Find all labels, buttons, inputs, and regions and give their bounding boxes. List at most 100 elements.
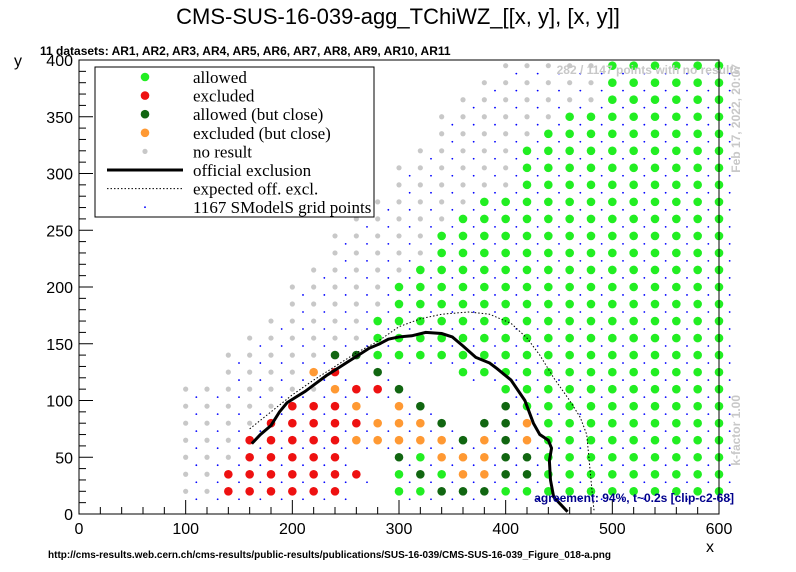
smodels-grid-point xyxy=(643,447,646,450)
data-point xyxy=(458,452,468,462)
smodels-grid-point xyxy=(451,277,454,279)
smodels-grid-point xyxy=(536,396,539,398)
smodels-grid-point xyxy=(579,481,582,484)
data-point xyxy=(522,469,532,479)
smodels-grid-point xyxy=(622,174,624,177)
data-point xyxy=(608,469,617,479)
smodels-grid-point xyxy=(472,311,475,313)
data-point xyxy=(460,199,466,205)
data-point xyxy=(524,97,530,103)
data-point xyxy=(565,469,574,479)
data-point xyxy=(629,129,638,139)
smodels-grid-point xyxy=(344,328,347,330)
data-point xyxy=(693,265,702,275)
smodels-grid-point xyxy=(536,277,539,279)
smodels-grid-point xyxy=(558,89,560,92)
smodels-grid-point xyxy=(707,225,710,228)
data-point xyxy=(480,367,489,377)
smodels-grid-point xyxy=(430,447,432,450)
smodels-grid-point xyxy=(686,413,688,416)
smodels-grid-point xyxy=(686,362,688,364)
smodels-grid-point xyxy=(259,396,262,398)
smodels-grid-point xyxy=(664,294,667,296)
smodels-grid-point xyxy=(579,106,582,109)
data-point xyxy=(586,214,596,224)
smodels-grid-point xyxy=(216,464,219,467)
smodels-grid-point xyxy=(643,328,646,330)
data-point xyxy=(565,112,574,122)
smodels-grid-point xyxy=(494,498,496,501)
y-tick-label: 350 xyxy=(46,110,73,127)
smodels-grid-point xyxy=(579,225,582,228)
smodels-grid-point xyxy=(430,413,432,416)
smodels-grid-point xyxy=(430,464,432,467)
smodels-grid-point xyxy=(707,89,710,92)
smodels-grid-point xyxy=(238,362,240,364)
data-point xyxy=(672,197,681,207)
data-point xyxy=(608,435,617,445)
smodels-grid-point xyxy=(536,89,539,92)
data-point xyxy=(693,435,702,445)
smodels-grid-point xyxy=(366,328,368,330)
data-point xyxy=(650,333,660,343)
smodels-grid-point xyxy=(216,413,219,416)
legend-label: allowed (but close) xyxy=(193,105,323,124)
data-point xyxy=(503,97,509,103)
data-point xyxy=(247,403,253,409)
data-point xyxy=(309,469,318,479)
smodels-grid-point xyxy=(494,157,496,160)
smodels-grid-point xyxy=(600,191,603,194)
data-point xyxy=(501,299,510,309)
smodels-grid-point xyxy=(430,498,432,501)
smodels-grid-point xyxy=(472,277,475,279)
smodels-grid-point xyxy=(579,259,582,262)
smodels-grid-point xyxy=(686,345,688,347)
smodels-grid-point xyxy=(579,362,582,364)
smodels-grid-point xyxy=(259,430,262,433)
data-point xyxy=(522,367,532,377)
data-point xyxy=(247,335,253,341)
smodels-grid-point xyxy=(707,430,710,433)
data-point xyxy=(394,452,404,462)
data-point xyxy=(565,384,574,394)
data-point xyxy=(373,350,382,360)
data-point xyxy=(266,435,276,445)
data-point xyxy=(245,469,254,479)
smodels-grid-point xyxy=(280,328,283,330)
smodels-grid-point xyxy=(707,72,710,75)
smodels-grid-point xyxy=(643,277,646,279)
smodels-grid-point xyxy=(643,106,646,109)
smodels-grid-point xyxy=(494,379,496,381)
smodels-grid-point xyxy=(515,140,518,143)
smodels-grid-point xyxy=(600,242,603,245)
data-point xyxy=(522,452,532,462)
chart-title: CMS-SUS-16-039-agg_TChiWZ_[[x, y], [x, y… xyxy=(176,4,620,29)
data-point xyxy=(247,386,253,392)
smodels-grid-point xyxy=(302,294,304,296)
smodels-grid-point xyxy=(430,362,432,364)
smodels-grid-point xyxy=(622,157,624,160)
data-point xyxy=(352,384,361,394)
data-point xyxy=(565,487,574,496)
smodels-grid-point xyxy=(622,123,624,126)
data-point xyxy=(693,401,702,411)
data-point xyxy=(480,265,489,275)
data-point xyxy=(309,418,318,428)
data-point xyxy=(458,248,468,258)
smodels-grid-point xyxy=(643,379,646,381)
smodels-grid-point xyxy=(195,481,198,484)
data-point xyxy=(544,248,553,258)
data-point xyxy=(629,299,638,309)
data-point xyxy=(565,316,574,326)
data-point xyxy=(565,129,574,139)
data-point xyxy=(394,350,404,360)
data-point xyxy=(330,418,340,428)
smodels-grid-point xyxy=(344,379,347,381)
data-point xyxy=(544,129,553,139)
smodels-grid-point xyxy=(643,311,646,313)
smodels-grid-point xyxy=(451,123,454,126)
data-point xyxy=(672,248,681,258)
data-point xyxy=(458,469,468,479)
data-point xyxy=(544,333,553,343)
